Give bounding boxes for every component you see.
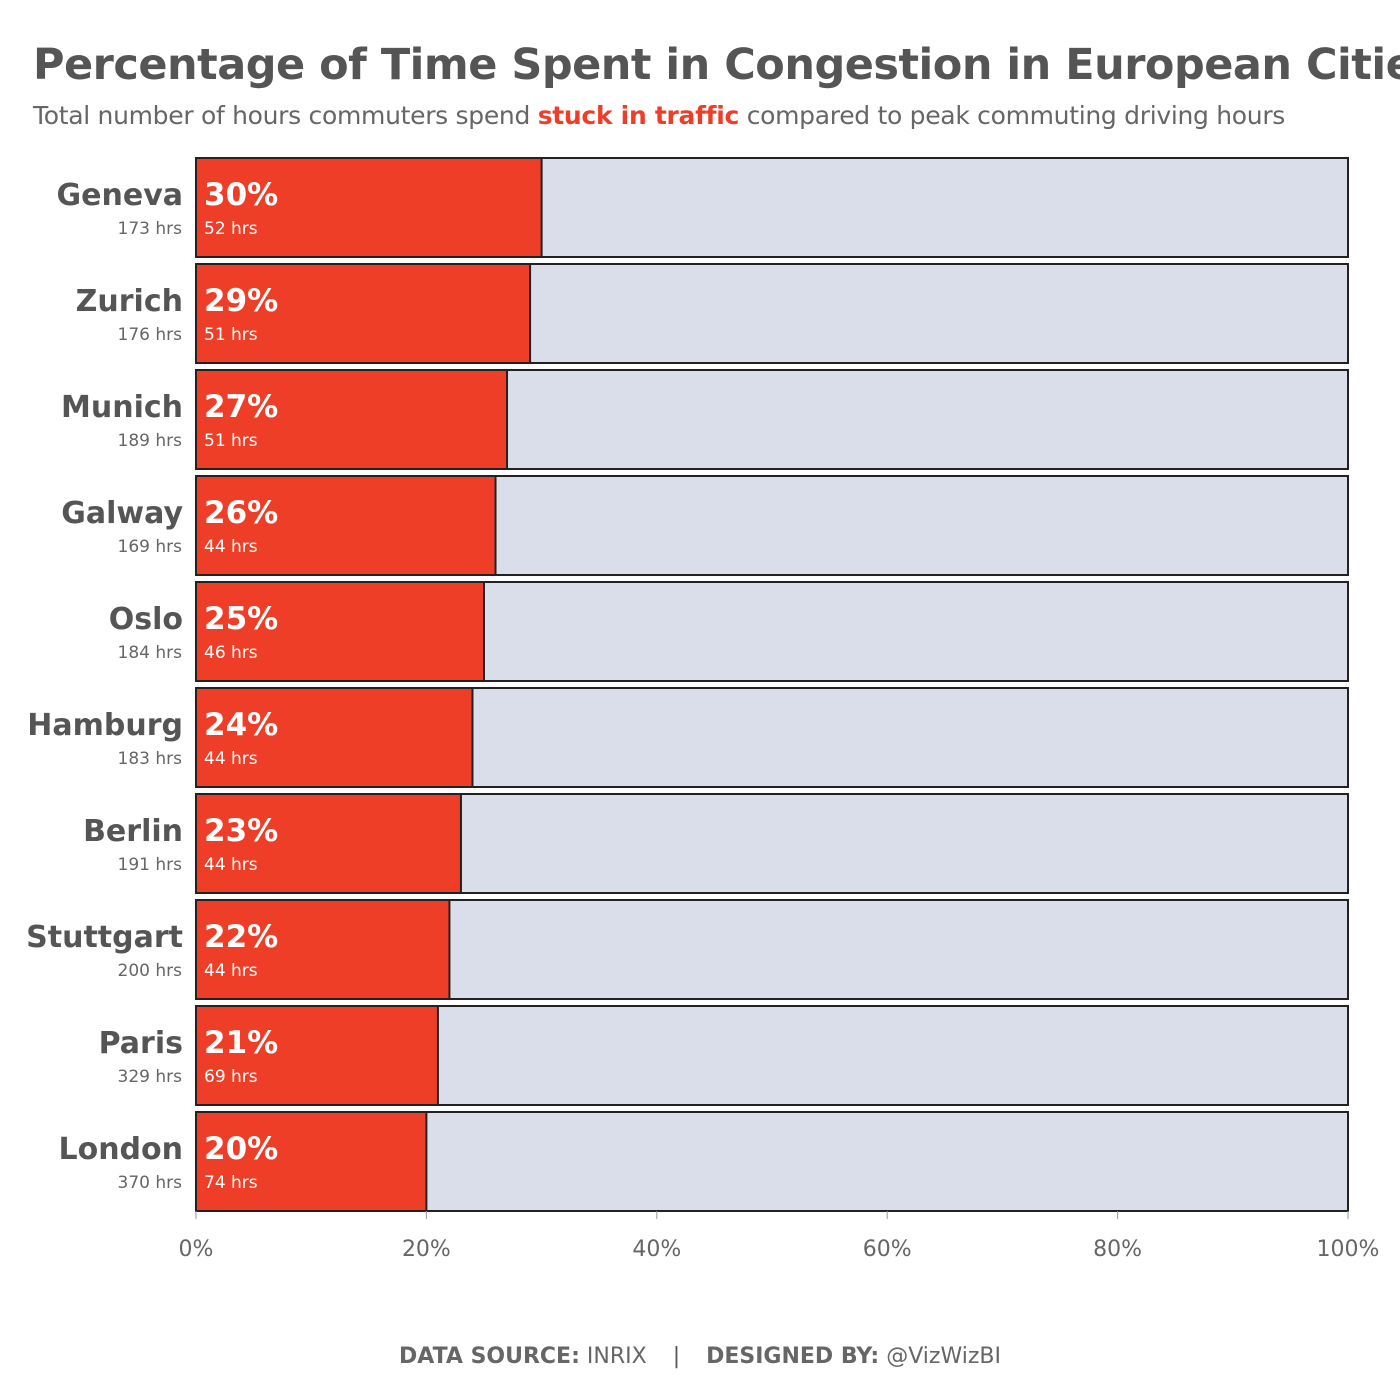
- category-label: Zurich: [76, 284, 183, 319]
- category-label: Paris: [99, 1026, 183, 1061]
- footer-designer-label: DESIGNED BY:: [706, 1344, 880, 1369]
- footer: DATA SOURCE: INRIX | DESIGNED BY: @VizWizB…: [0, 1344, 1400, 1369]
- value-label: 27%: [204, 389, 278, 425]
- footer-designer-value: @VizWizBI: [886, 1344, 1001, 1369]
- value-label: 26%: [204, 495, 278, 531]
- bar-value: [195, 369, 509, 470]
- subtitle-text-before: Total number of hours commuters spend: [33, 101, 538, 130]
- category-hours-label: 191 hrs: [118, 855, 183, 875]
- category-hours-label: 184 hrs: [118, 643, 183, 663]
- value-hours-label: 44 hrs: [204, 961, 258, 981]
- category-hours-label: 169 hrs: [118, 537, 183, 557]
- bar-value: [195, 157, 543, 258]
- value-label: 24%: [204, 707, 278, 743]
- category-hours-label: 329 hrs: [118, 1067, 183, 1087]
- category-hours-label: 189 hrs: [118, 431, 183, 451]
- footer-source-label: DATA SOURCE:: [399, 1344, 580, 1369]
- x-axis-tick-label: 40%: [632, 1237, 681, 1262]
- value-label: 25%: [204, 601, 278, 637]
- footer-source-value: INRIX: [586, 1344, 647, 1369]
- value-label: 21%: [204, 1025, 278, 1061]
- bar-value: [195, 475, 497, 576]
- value-hours-label: 46 hrs: [204, 643, 258, 663]
- footer-separator: |: [672, 1344, 681, 1369]
- value-hours-label: 69 hrs: [204, 1067, 258, 1087]
- category-label: Munich: [61, 390, 183, 425]
- x-axis-tick-label: 20%: [402, 1237, 451, 1262]
- x-axis-tick-label: 60%: [863, 1237, 912, 1262]
- subtitle-text-after: compared to peak commuting driving hours: [739, 101, 1286, 130]
- value-label: 20%: [204, 1131, 278, 1167]
- category-label: Stuttgart: [26, 920, 183, 955]
- category-label: Galway: [61, 496, 183, 531]
- value-label: 23%: [204, 813, 278, 849]
- category-label: London: [58, 1132, 183, 1167]
- category-hours-label: 176 hrs: [118, 325, 183, 345]
- value-hours-label: 52 hrs: [204, 219, 258, 239]
- congestion-bar-chart: Geneva 173 hrs 30% 52 hrs Zurich 176 hrs 29% 51…: [26, 157, 1380, 1262]
- bar-value: [195, 581, 485, 682]
- chart-title: Percentage of Time Spent in Congestion i…: [33, 40, 1400, 90]
- value-hours-label: 44 hrs: [204, 855, 258, 875]
- subtitle-highlight: stuck in traffic: [537, 101, 740, 130]
- value-hours-label: 44 hrs: [204, 749, 258, 769]
- bar-value: [195, 793, 462, 894]
- bar-value: [195, 687, 474, 788]
- chart-subtitle: Total number of hours commuters spend st…: [33, 101, 1285, 130]
- category-label: Oslo: [109, 602, 183, 637]
- category-hours-label: 370 hrs: [118, 1173, 183, 1193]
- value-label: 22%: [204, 919, 278, 955]
- value-hours-label: 51 hrs: [204, 431, 258, 451]
- value-hours-label: 44 hrs: [204, 537, 258, 557]
- value-label: 29%: [204, 283, 278, 319]
- value-hours-label: 51 hrs: [204, 325, 258, 345]
- x-axis-tick-label: 100%: [1317, 1237, 1380, 1262]
- bar-value: [195, 899, 451, 1000]
- bar-value: [195, 1005, 439, 1106]
- category-hours-label: 183 hrs: [118, 749, 183, 769]
- x-axis-tick-label: 80%: [1093, 1237, 1142, 1262]
- category-label: Berlin: [83, 814, 183, 849]
- x-axis-tick-label: 0%: [179, 1237, 214, 1262]
- category-hours-label: 200 hrs: [118, 961, 183, 981]
- value-label: 30%: [204, 177, 278, 213]
- category-label: Hamburg: [27, 708, 183, 743]
- category-label: Geneva: [57, 178, 183, 213]
- category-hours-label: 173 hrs: [118, 219, 183, 239]
- value-hours-label: 74 hrs: [204, 1173, 258, 1193]
- bar-value: [195, 263, 532, 364]
- bar-value: [195, 1111, 428, 1212]
